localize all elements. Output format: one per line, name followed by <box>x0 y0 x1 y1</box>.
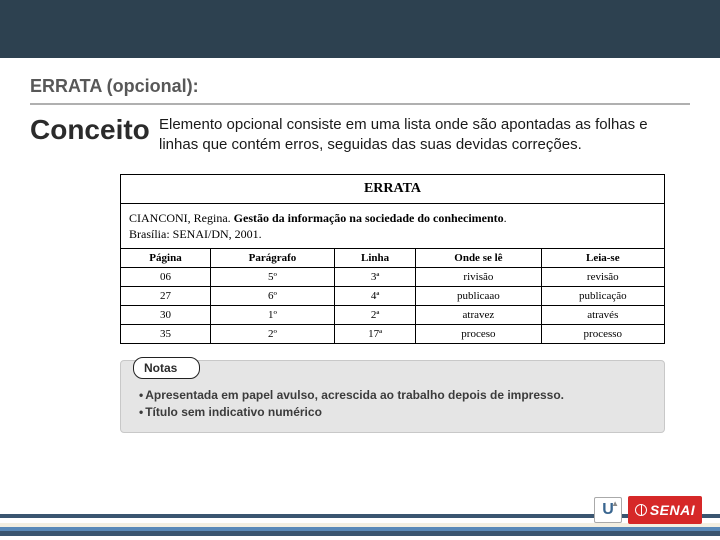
col-header: Linha <box>334 249 415 268</box>
table-row: 27 6º 4ª publicaao publicação <box>121 286 664 305</box>
logo-u: U ▲ <box>594 497 622 523</box>
notes-panel: Notas •Apresentada em papel avulso, acre… <box>120 360 665 433</box>
concept-description: Elemento opcional consiste em uma lista … <box>159 115 690 156</box>
col-header: Onde se lê <box>416 249 541 268</box>
logo-senai: SENAI <box>628 496 702 524</box>
concept-row: Conceito Elemento opcional consiste em u… <box>30 115 690 156</box>
errata-table: Página Parágrafo Linha Onde se lê Leia-s… <box>121 249 664 343</box>
col-header: Parágrafo <box>211 249 335 268</box>
notes-item: •Apresentada em papel avulso, acrescida … <box>139 387 650 404</box>
table-header-row: Página Parágrafo Linha Onde se lê Leia-s… <box>121 249 664 268</box>
citation-author: CIANCONI, Regina. <box>129 211 231 225</box>
errata-title: ERRATA <box>121 175 664 204</box>
up-arrow-icon: ▲ <box>611 499 619 508</box>
footer-logos: U ▲ SENAI <box>594 496 702 524</box>
slide-footer: U ▲ SENAI <box>0 488 720 540</box>
errata-box: ERRATA CIANCONI, Regina. Gestão da infor… <box>120 174 665 344</box>
stripe <box>0 536 720 540</box>
section-title: ERRATA (opcional): <box>30 76 690 105</box>
slide-content: ERRATA (opcional): Conceito Elemento opc… <box>0 58 720 433</box>
table-row: 30 1º 2ª atravez através <box>121 305 664 324</box>
concept-label: Conceito <box>30 115 145 156</box>
globe-icon <box>635 504 647 516</box>
col-header: Página <box>121 249 211 268</box>
citation-work-title: Gestão da informação na sociedade do con… <box>234 211 504 225</box>
table-row: 35 2º 17ª proceso processo <box>121 324 664 343</box>
slide-header-banner <box>0 0 720 58</box>
notes-list: •Apresentada em papel avulso, acrescida … <box>131 383 654 422</box>
table-row: 06 5º 3ª rivisão revisão <box>121 267 664 286</box>
notes-item: •Título sem indicativo numérico <box>139 404 650 421</box>
col-header: Leia-se <box>541 249 664 268</box>
citation-publication: Brasília: SENAI/DN, 2001. <box>129 227 262 241</box>
errata-citation: CIANCONI, Regina. Gestão da informação n… <box>121 204 664 249</box>
notes-label: Notas <box>133 357 200 379</box>
